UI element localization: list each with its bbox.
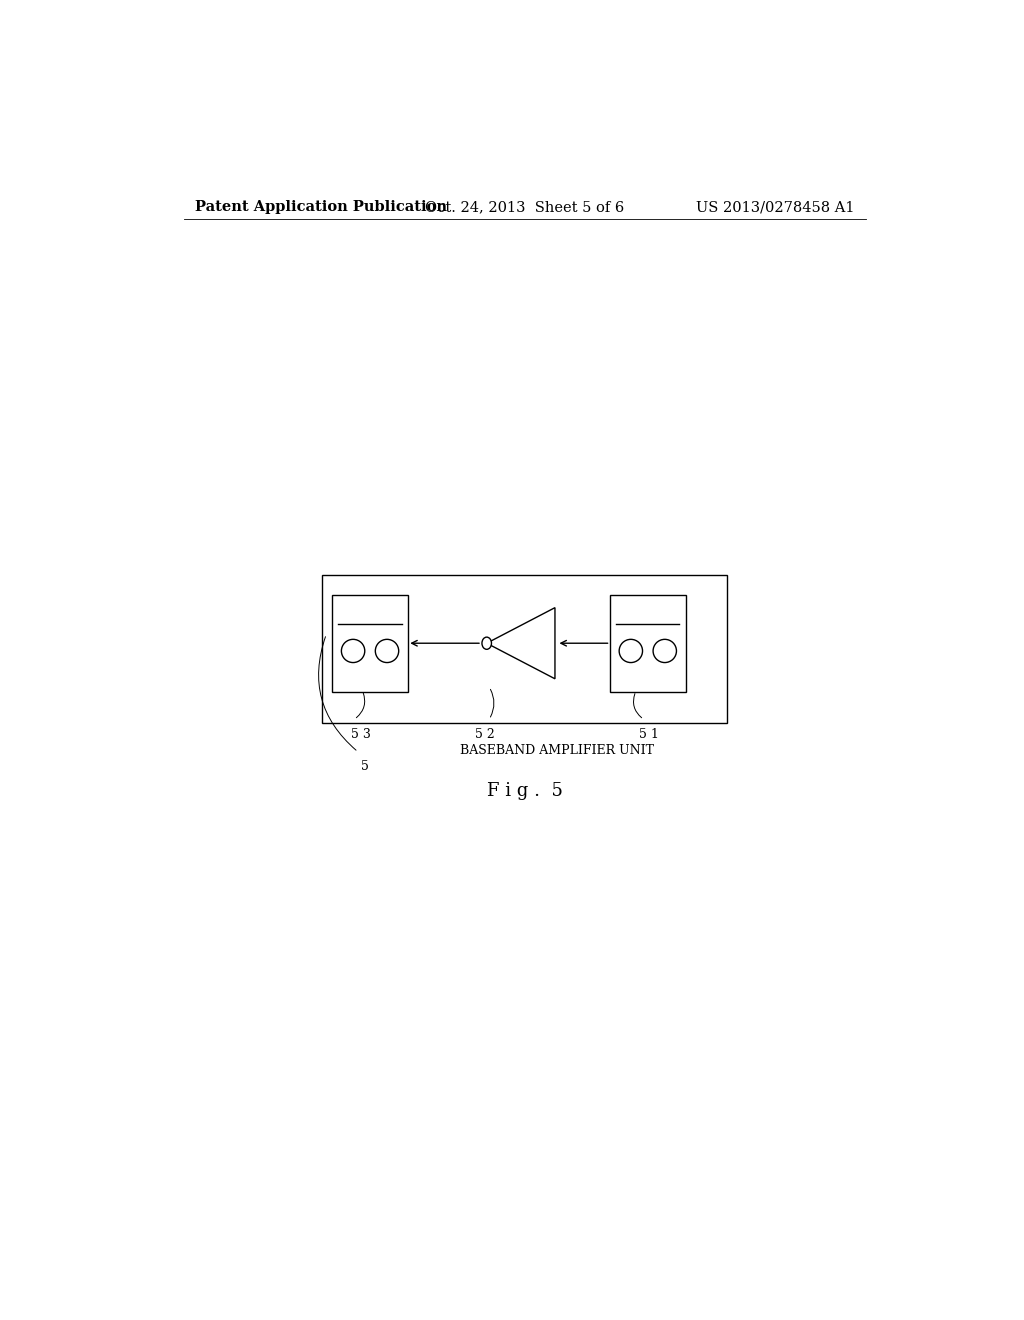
Text: 5 3: 5 3 [350,727,371,741]
Text: 5 1: 5 1 [639,727,658,741]
Ellipse shape [620,639,642,663]
Text: F i g .  5: F i g . 5 [486,781,563,800]
Ellipse shape [341,639,365,663]
Text: Patent Application Publication: Patent Application Publication [196,201,447,214]
Circle shape [482,638,492,649]
Text: BASEBAND AMPLIFIER UNIT: BASEBAND AMPLIFIER UNIT [460,744,653,756]
Text: 5: 5 [360,760,369,774]
Text: 5 2: 5 2 [475,727,495,741]
Bar [610,595,685,692]
Text: US 2013/0278458 A1: US 2013/0278458 A1 [695,201,854,214]
Bar [323,576,727,722]
Ellipse shape [653,639,677,663]
Ellipse shape [376,639,398,663]
Polygon shape [486,607,555,678]
Text: Oct. 24, 2013  Sheet 5 of 6: Oct. 24, 2013 Sheet 5 of 6 [425,201,625,214]
Bar [333,595,408,692]
